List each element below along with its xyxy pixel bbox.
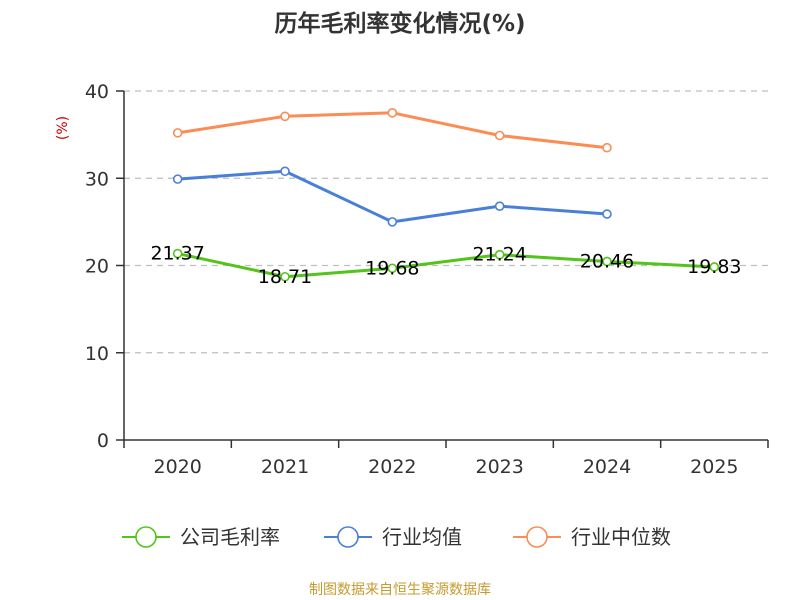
axes: 0 10 20 30 40 2020 2021 2022 2023 2024 2025 xyxy=(85,81,769,478)
data-point[interactable] xyxy=(494,249,505,260)
y-tick-label: 20 xyxy=(85,256,109,278)
data-point[interactable] xyxy=(602,256,612,267)
series-company xyxy=(172,248,720,282)
data-point[interactable] xyxy=(387,217,398,227)
legend[interactable]: 公司毛利率 行业均值 行业中位数 xyxy=(122,525,671,549)
x-tick-label: 2021 xyxy=(261,456,309,478)
data-point[interactable] xyxy=(494,201,505,211)
legend-marker-icon xyxy=(337,526,359,548)
x-tick-label: 2025 xyxy=(690,456,738,478)
grid-lines xyxy=(124,90,768,354)
y-tick-label: 10 xyxy=(85,343,109,365)
data-point[interactable] xyxy=(172,174,183,184)
series-line xyxy=(177,252,715,279)
y-axis-label: (%) xyxy=(55,116,71,140)
series-line xyxy=(177,111,608,150)
series-line xyxy=(177,169,608,224)
x-tick-label: 2022 xyxy=(368,456,416,478)
source-note: 制图数据来自恒生聚源数据库 xyxy=(309,582,491,598)
series-industry_avg xyxy=(172,166,612,227)
legend-label: 行业中位数 xyxy=(571,525,671,549)
data-point[interactable] xyxy=(280,166,290,177)
data-label: 18.71 xyxy=(258,266,312,288)
data-point[interactable] xyxy=(494,130,505,141)
data-point[interactable] xyxy=(280,111,290,122)
data-point[interactable] xyxy=(602,209,612,219)
x-tick-label: 2020 xyxy=(153,456,201,478)
legend-label: 行业均值 xyxy=(382,525,462,549)
y-tick-label: 0 xyxy=(97,430,109,452)
data-point[interactable] xyxy=(280,271,290,282)
data-label: 20.46 xyxy=(580,250,634,272)
data-label: 19.83 xyxy=(687,256,741,278)
chart-title: 历年毛利率变化情况(%) xyxy=(274,10,525,37)
y-tick-label: 40 xyxy=(85,81,109,103)
legend-item-industry_median[interactable]: 行业中位数 xyxy=(513,525,671,549)
x-tick-label: 2024 xyxy=(583,456,631,478)
legend-item-company[interactable]: 公司毛利率 xyxy=(122,525,280,549)
data-point[interactable] xyxy=(602,142,612,153)
data-point[interactable] xyxy=(172,248,183,259)
data-point[interactable] xyxy=(172,128,183,138)
series xyxy=(172,108,720,282)
legend-label: 公司毛利率 xyxy=(180,525,280,549)
data-label: 21.24 xyxy=(472,244,526,266)
data-label: 21.37 xyxy=(150,243,204,265)
legend-marker-icon xyxy=(135,526,157,548)
data-point[interactable] xyxy=(387,263,398,274)
data-point[interactable] xyxy=(709,262,720,272)
y-tick-label: 30 xyxy=(85,168,109,190)
legend-item-industry_avg[interactable]: 行业均值 xyxy=(324,525,462,549)
series-industry_median xyxy=(172,108,612,153)
x-tick-label: 2023 xyxy=(475,456,523,478)
legend-marker-icon xyxy=(526,526,548,548)
data-point[interactable] xyxy=(387,108,398,118)
data-labels: 21.37 18.71 19.68 21.24 20.46 19.83 xyxy=(150,243,741,288)
data-label: 19.68 xyxy=(365,257,419,279)
